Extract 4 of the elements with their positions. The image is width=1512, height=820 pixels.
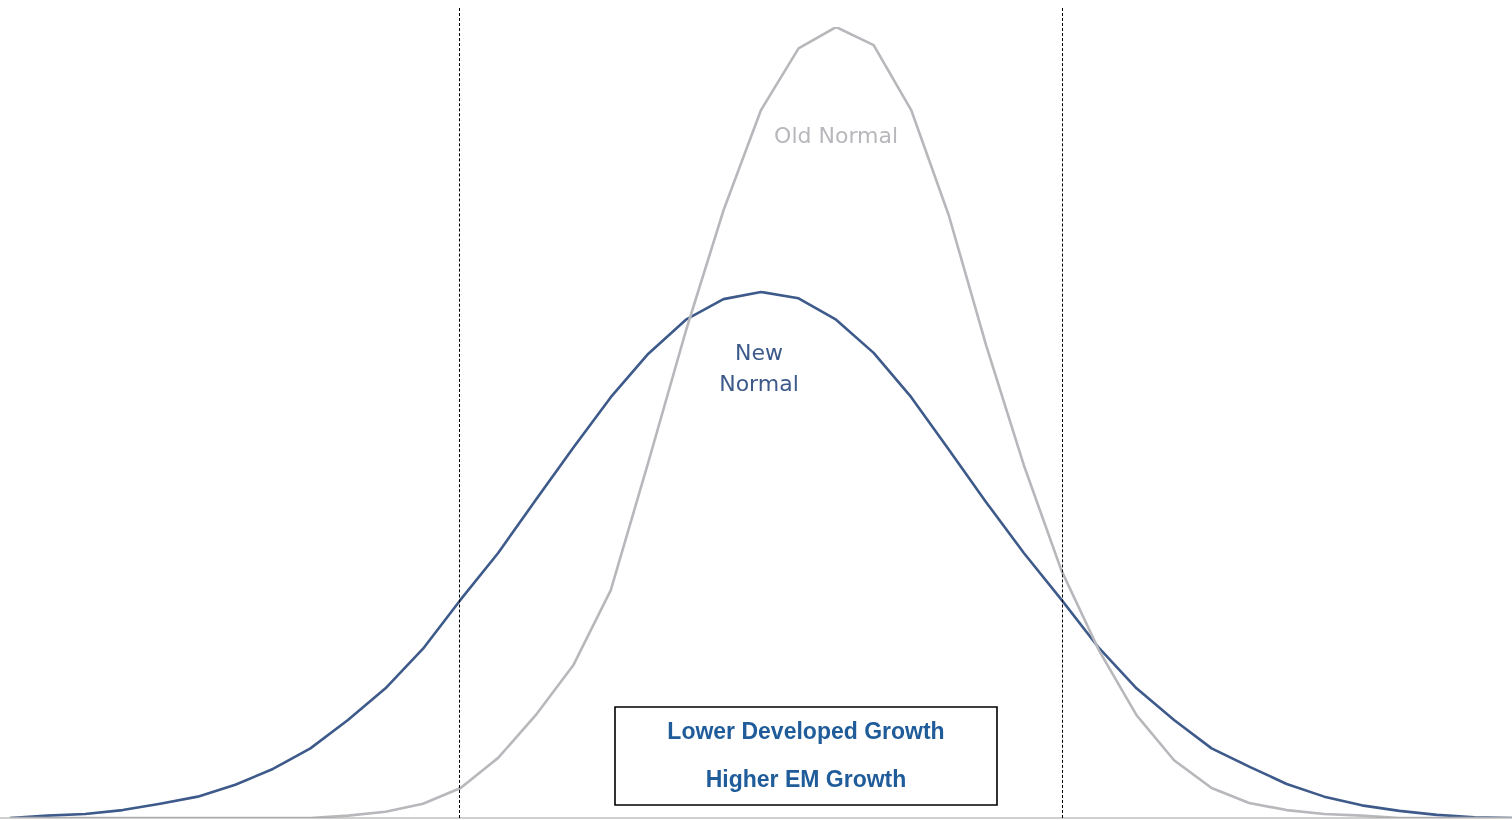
series-label: New Normal — [719, 339, 799, 396]
annotation: Lower Developed Growth — [667, 718, 945, 745]
annotation: Higher EM Growth — [705, 766, 907, 793]
series-label: Old Normal — [774, 122, 899, 148]
